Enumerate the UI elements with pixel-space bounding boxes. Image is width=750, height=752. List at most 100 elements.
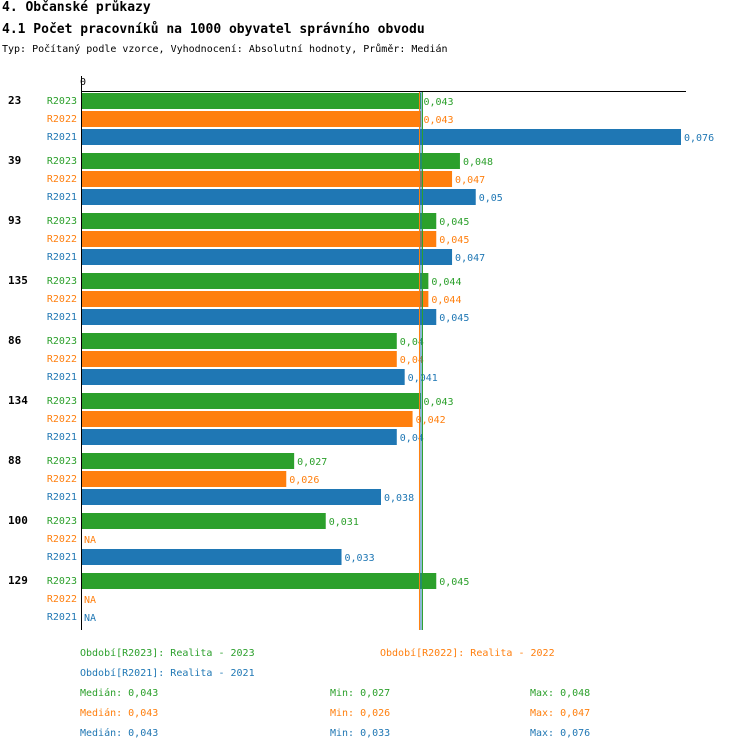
series-label: R2021	[47, 372, 77, 383]
data-label: 0,038	[384, 493, 414, 504]
stat-min-r2021: Min: 0,033	[330, 728, 391, 739]
series-label: R2023	[47, 216, 77, 227]
data-label: 0,048	[463, 157, 493, 168]
bar	[81, 351, 397, 367]
bar	[81, 429, 397, 445]
bar	[81, 513, 326, 529]
stat-min-r2023: Min: 0,027	[330, 688, 391, 699]
na-label: NA	[84, 595, 96, 606]
bar	[81, 93, 421, 109]
series-label: R2023	[47, 396, 77, 407]
series-label: R2022	[47, 534, 77, 545]
bar	[81, 153, 460, 169]
series-label: R2023	[47, 336, 77, 347]
group-label: 39	[8, 154, 21, 167]
series-label: R2022	[47, 414, 77, 425]
data-label: 0,04	[400, 355, 424, 366]
data-label: 0,045	[439, 313, 469, 324]
bar	[81, 453, 295, 469]
data-label: 0,05	[479, 193, 503, 204]
group-label: 93	[8, 214, 21, 227]
bar	[81, 471, 287, 487]
na-label: NA	[84, 613, 96, 624]
data-label: 0,045	[439, 577, 469, 588]
data-label: 0,047	[455, 253, 485, 264]
bar	[81, 393, 421, 409]
series-label: R2021	[47, 552, 77, 563]
bar	[81, 573, 437, 589]
series-label: R2023	[47, 516, 77, 527]
bar	[81, 411, 413, 427]
bar	[81, 213, 437, 229]
data-label: 0,044	[431, 277, 461, 288]
stat-median-r2023: Medián: 0,043	[80, 688, 159, 699]
data-label: 0,033	[345, 553, 375, 564]
data-label: 0,043	[423, 115, 453, 126]
bar	[81, 369, 405, 385]
bar	[81, 189, 476, 205]
section-title: 4. Občanské průkazy	[2, 0, 151, 15]
series-label: R2021	[47, 612, 77, 623]
series-label: R2021	[47, 492, 77, 503]
data-label: 0,04	[400, 337, 424, 348]
legend-r2023: Období[R2023]: Realita - 2023	[80, 648, 255, 659]
series-label: R2023	[47, 156, 77, 167]
bar	[81, 249, 453, 265]
bar	[81, 489, 381, 505]
legend-r2021: Období[R2021]: Realita - 2021	[80, 668, 255, 679]
series-label: R2023	[47, 456, 77, 467]
page-title: 4.1 Počet pracovníků na 1000 obyvatel sp…	[2, 22, 425, 37]
bar	[81, 549, 342, 565]
group-label: 134	[8, 394, 28, 407]
series-label: R2022	[47, 114, 77, 125]
stat-median-r2022: Medián: 0,043	[80, 708, 159, 719]
data-label: 0,045	[439, 217, 469, 228]
series-label: R2021	[47, 312, 77, 323]
bar	[81, 309, 437, 325]
data-label: 0,04	[400, 433, 424, 444]
series-label: R2021	[47, 432, 77, 443]
group-label: 86	[8, 334, 22, 347]
na-label: NA	[84, 535, 96, 546]
data-label: 0,031	[329, 517, 359, 528]
bar-chart: 0 23 R2023 0,043 R2022 0,043 R2021 0,076 39 R2023…	[8, 76, 714, 630]
series-label: R2021	[47, 132, 77, 143]
stat-max-r2023: Max: 0,048	[530, 688, 591, 699]
data-label: 0,026	[289, 475, 319, 486]
stat-median-r2021: Medián: 0,043	[80, 728, 159, 739]
data-label: 0,047	[455, 175, 485, 186]
series-label: R2022	[47, 234, 77, 245]
data-label: 0,045	[439, 235, 469, 246]
series-label: R2021	[47, 192, 77, 203]
series-label: R2023	[47, 576, 77, 587]
series-label: R2023	[47, 276, 77, 287]
bar	[81, 231, 437, 247]
series-label: R2023	[47, 96, 77, 107]
data-label: 0,076	[684, 133, 714, 144]
series-label: R2022	[47, 294, 77, 305]
bar	[81, 111, 421, 127]
bar	[81, 273, 429, 289]
stat-max-r2021: Max: 0,076	[530, 728, 591, 739]
data-label: 0,043	[423, 397, 453, 408]
bar	[81, 171, 453, 187]
group-label: 100	[8, 514, 28, 527]
series-label: R2022	[47, 594, 77, 605]
bar	[81, 291, 429, 307]
group-label: 88	[8, 454, 21, 467]
series-label: R2021	[47, 252, 77, 263]
legend-r2022: Období[R2022]: Realita - 2022	[380, 648, 555, 659]
stat-max-r2022: Max: 0,047	[530, 708, 591, 719]
series-label: R2022	[47, 354, 77, 365]
group-label: 23	[8, 94, 21, 107]
group-label: 129	[8, 574, 28, 587]
series-label: R2022	[47, 474, 77, 485]
chart-subtitle: Typ: Počítaný podle vzorce, Vyhodnocení:…	[2, 44, 448, 55]
data-label: 0,042	[416, 415, 446, 426]
group-label: 135	[8, 274, 28, 287]
bar	[81, 333, 397, 349]
data-label: 0,043	[423, 97, 453, 108]
stat-min-r2022: Min: 0,026	[330, 708, 391, 719]
data-label: 0,027	[297, 457, 327, 468]
bar	[81, 129, 681, 145]
